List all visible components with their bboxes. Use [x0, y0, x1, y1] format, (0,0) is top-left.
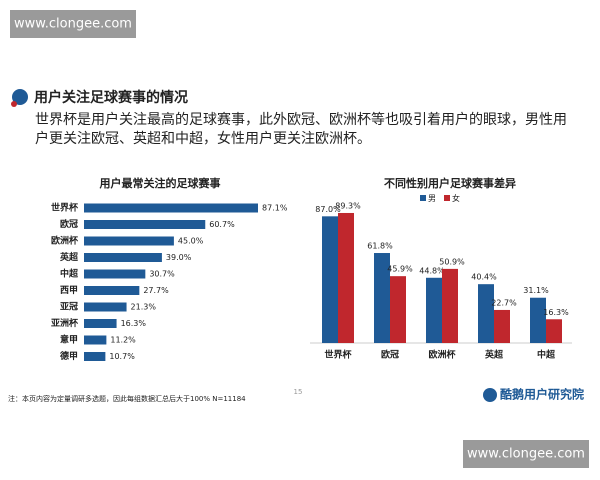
bar: [442, 268, 458, 343]
bar: [426, 277, 442, 343]
value-label: 31.1%: [523, 286, 549, 295]
value-label: 45.9%: [387, 265, 413, 274]
bar: [84, 236, 174, 246]
value-label: 87.0%: [315, 205, 341, 214]
footnote: 注：本页内容为定量调研多选题，因此每组数据汇总后大于100% N=11184: [8, 394, 246, 403]
y-tick-label: 亚洲杯: [51, 317, 79, 329]
y-tick-label: 亚冠: [60, 302, 78, 313]
watermark: www.clongee.com: [14, 17, 132, 32]
value-label: 44.8%: [419, 266, 445, 275]
bar: [338, 212, 354, 343]
y-tick-label: 英超: [59, 251, 79, 263]
bar: [478, 284, 494, 343]
value-label: 87.1%: [262, 204, 288, 213]
value-label: 21.3%: [131, 303, 157, 312]
bar: [84, 335, 107, 345]
value-label: 10.7%: [109, 352, 135, 361]
value-label: 16.3%: [121, 319, 147, 328]
bar: [84, 220, 206, 229]
x-tick-label: 欧洲杯: [428, 349, 456, 361]
bar: [374, 253, 390, 343]
legend-label: 女: [452, 193, 460, 203]
x-tick-label: 世界杯: [324, 349, 352, 361]
heading-icon: [12, 89, 28, 105]
bar: [322, 216, 338, 343]
watermark: www.clongee.com: [467, 447, 585, 462]
legend-swatch: [420, 195, 426, 201]
y-tick-label: 欧洲杯: [51, 235, 79, 247]
logo-icon: [483, 388, 497, 402]
bar: [494, 309, 510, 343]
value-label: 39.0%: [166, 253, 192, 262]
y-tick-label: 西甲: [60, 285, 78, 296]
value-label: 16.3%: [543, 308, 569, 317]
bar: [546, 319, 562, 343]
bar: [84, 203, 258, 213]
value-label: 40.4%: [471, 273, 497, 282]
value-label: 89.3%: [335, 201, 361, 210]
body-text: 世界杯是用户关注最高的足球赛事，此外欧冠、欧洲杯等也吸引着用户的眼球，男性用户更…: [35, 112, 567, 147]
legend-label: 男: [428, 194, 436, 203]
page-number: 15: [294, 388, 303, 396]
bar: [84, 302, 127, 312]
value-label: 60.7%: [209, 220, 235, 229]
watermark-box: [10, 10, 136, 38]
value-label: 22.7%: [491, 298, 517, 307]
y-tick-label: 德甲: [60, 350, 78, 362]
watermark-box: [463, 440, 589, 468]
value-label: 50.9%: [439, 257, 465, 266]
chart-title: 不同性别用户足球赛事差异: [384, 176, 516, 190]
bar: [84, 253, 162, 262]
bar: [84, 286, 140, 295]
y-tick-label: 意甲: [60, 334, 78, 346]
y-tick-label: 欧冠: [60, 218, 78, 230]
heading-icon-ball: [11, 101, 17, 107]
bar: [84, 269, 146, 279]
y-tick-label: 世界杯: [51, 202, 79, 214]
value-label: 45.0%: [178, 237, 204, 246]
x-tick-label: 中超: [537, 349, 556, 361]
y-tick-label: 中超: [60, 268, 79, 280]
x-tick-label: 欧冠: [381, 349, 399, 361]
bar: [84, 352, 106, 361]
heading: 用户关注足球赛事的情况: [34, 89, 188, 106]
value-label: 30.7%: [149, 270, 175, 279]
value-label: 27.7%: [143, 286, 169, 295]
logo: 酷鹅用户研究院: [500, 387, 584, 402]
bar: [530, 297, 546, 343]
chart-title: 用户最常关注的足球赛事: [100, 176, 221, 190]
bar: [84, 319, 117, 328]
x-tick-label: 英超: [484, 349, 504, 361]
value-label: 11.2%: [110, 336, 136, 345]
bar: [390, 276, 406, 343]
legend-swatch: [444, 195, 450, 201]
value-label: 61.8%: [367, 242, 393, 251]
